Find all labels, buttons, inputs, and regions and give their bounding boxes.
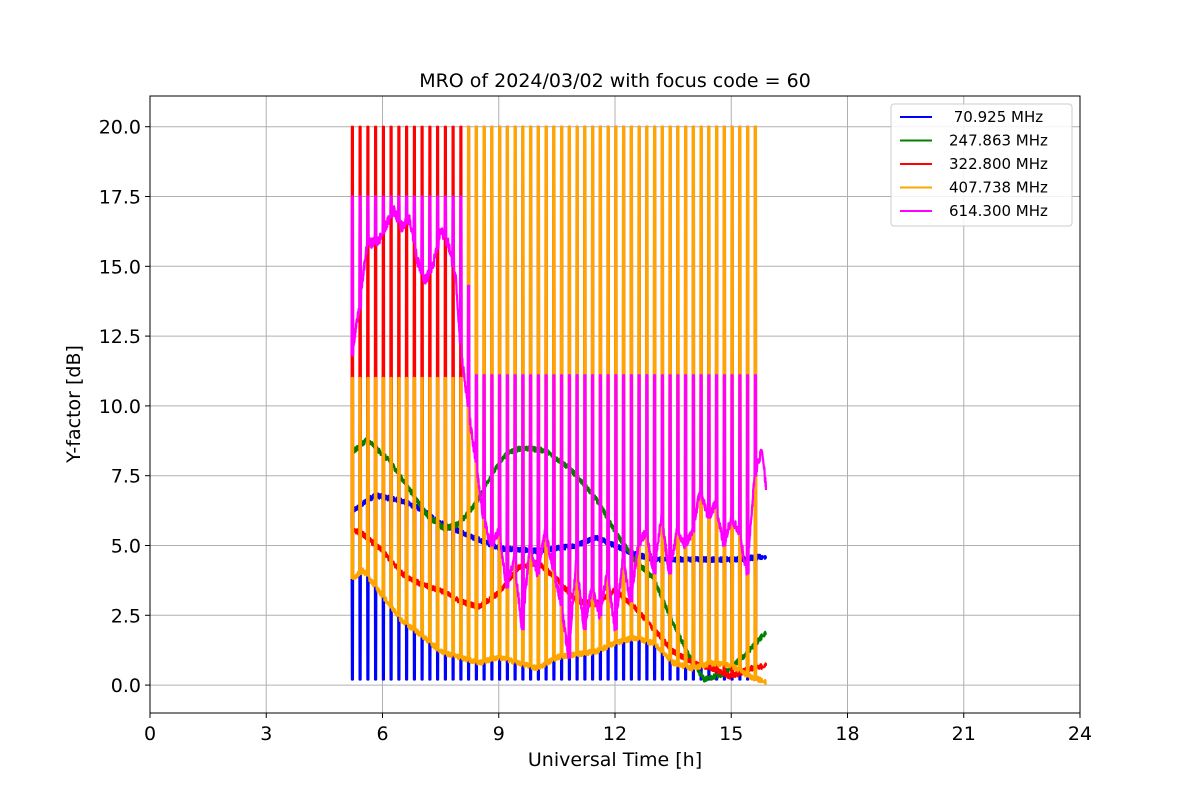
x-tick-label: 6 [376,723,388,745]
y-tick-label: 0.0 [111,675,141,697]
x-tick-label: 9 [493,723,505,745]
y-tick-label: 15.0 [99,256,141,278]
x-tick-label: 3 [260,723,272,745]
y-tick-label: 12.5 [99,326,141,348]
legend: 70.925 MHz 247.863 MHz 322.800 MHz 407.738 … [890,103,1073,227]
series-line [350,125,767,686]
x-tick-label: 24 [1068,723,1092,745]
y-tick-label: 10.0 [99,396,141,418]
legend-label: 70.925 MHz [949,108,1043,126]
chart-title: MRO of 2024/03/02 with focus code = 60 [419,70,811,92]
legend-box [890,103,1073,227]
x-tick-label: 12 [603,723,627,745]
y-tick-label: 5.0 [111,535,141,557]
legend-label: 407.738 MHz [949,179,1048,197]
y-tick-label: 7.5 [111,466,141,488]
y-tick-label: 20.0 [99,117,141,139]
series-line [350,195,768,660]
axis-ticks: 0 3 6 9 12 15 18 21 24 0.0 2.5 5.0 7.5 10.0 12.5 15.0 17… [99,117,1092,745]
y-tick-label: 2.5 [111,605,141,627]
y-axis-label: Y-factor [dB] [63,345,85,464]
x-tick-label: 18 [835,723,859,745]
plot-lines [350,125,768,686]
legend-label: 322.800 MHz [949,155,1048,173]
x-tick-label: 15 [719,723,743,745]
y-tick-label: 17.5 [99,187,141,209]
x-axis-label: Universal Time [h] [528,749,702,771]
x-tick-label: 0 [144,723,156,745]
x-tick-label: 21 [952,723,976,745]
legend-label: 614.300 MHz [949,202,1048,220]
legend-label: 247.863 MHz [949,132,1048,150]
